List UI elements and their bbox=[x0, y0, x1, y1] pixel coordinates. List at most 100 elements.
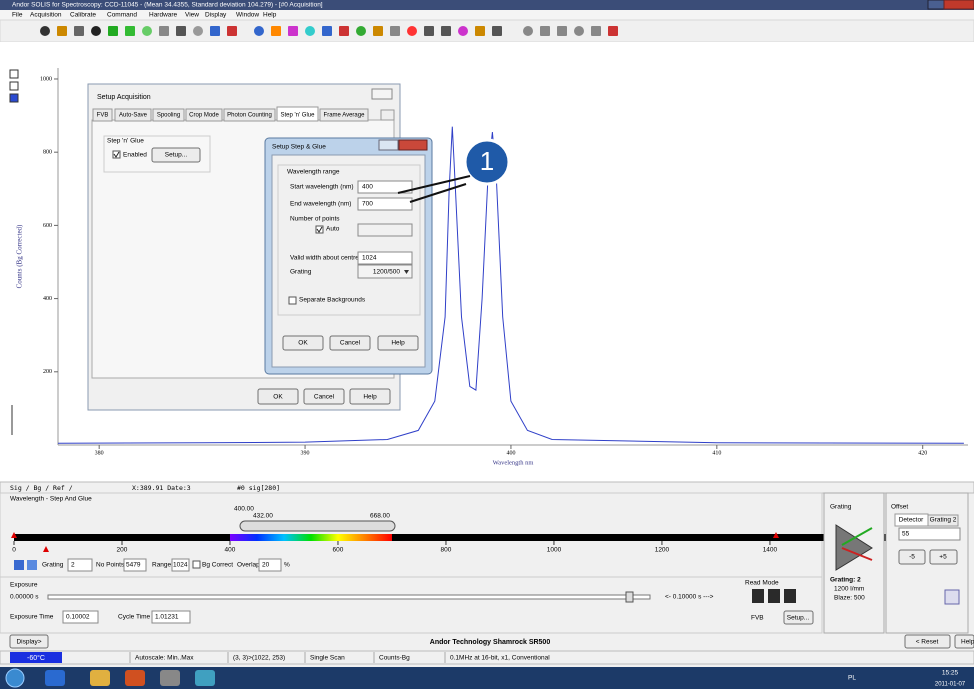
button-label[interactable]: Cancel bbox=[340, 340, 361, 347]
minimize-button[interactable] bbox=[928, 0, 944, 9]
toolbar-icon[interactable] bbox=[557, 26, 567, 36]
button-label[interactable]: Help bbox=[363, 394, 377, 401]
button-label[interactable]: Help bbox=[391, 340, 405, 347]
checkbox[interactable] bbox=[289, 297, 296, 304]
toolbar-icon[interactable] bbox=[159, 26, 169, 36]
toolbar-icon[interactable] bbox=[373, 26, 383, 36]
toolbar-icon[interactable] bbox=[523, 26, 533, 36]
toolbar-icon[interactable] bbox=[339, 26, 349, 36]
label[interactable]: -5 bbox=[909, 554, 915, 561]
toolbar-icon[interactable] bbox=[210, 26, 220, 36]
read-mode-icon[interactable] bbox=[768, 589, 780, 603]
label[interactable]: Display> bbox=[16, 639, 41, 646]
label: 15:25 bbox=[942, 670, 959, 677]
toolbar-icon[interactable] bbox=[125, 26, 135, 36]
exposure-slider[interactable] bbox=[48, 595, 650, 599]
read-mode-icon[interactable] bbox=[784, 589, 796, 603]
label: 2 bbox=[71, 562, 75, 569]
toolbar-icon[interactable] bbox=[492, 26, 502, 36]
tool-icon[interactable] bbox=[14, 560, 24, 570]
toolbar-icon[interactable] bbox=[271, 26, 281, 36]
checkbox[interactable] bbox=[193, 561, 200, 568]
label: 1024 bbox=[362, 255, 377, 262]
tab-label[interactable]: Auto-Save bbox=[119, 113, 148, 119]
taskbar-app[interactable] bbox=[160, 670, 180, 686]
ruler-label: 0 bbox=[12, 547, 16, 554]
label[interactable]: Help bbox=[961, 639, 974, 646]
toolbar-icon[interactable] bbox=[390, 26, 400, 36]
toolbar-icon[interactable] bbox=[108, 26, 118, 36]
side-icon[interactable] bbox=[10, 82, 18, 90]
close-button[interactable] bbox=[944, 0, 974, 9]
toolbar-icon[interactable] bbox=[407, 26, 417, 36]
label: #0 sig[280] bbox=[237, 484, 280, 492]
button-label[interactable]: OK bbox=[273, 394, 283, 401]
input-box[interactable] bbox=[358, 224, 412, 236]
button-label[interactable]: Setup... bbox=[165, 152, 188, 159]
label[interactable]: Grating 2 bbox=[930, 517, 957, 524]
label: Start wavelength (nm) bbox=[290, 184, 354, 191]
toolbar-icon[interactable] bbox=[475, 26, 485, 36]
tool-icon[interactable] bbox=[27, 560, 37, 570]
tab-label[interactable]: Spooling bbox=[157, 113, 180, 119]
start-button[interactable] bbox=[6, 669, 24, 687]
menu-item[interactable]: Calibrate bbox=[70, 12, 96, 19]
tab-label[interactable]: Crop Mode bbox=[189, 113, 219, 119]
tab-scroll[interactable] bbox=[381, 110, 394, 120]
side-icon[interactable] bbox=[10, 70, 18, 78]
toolbar-icon[interactable] bbox=[57, 26, 67, 36]
toolbar-icon[interactable] bbox=[193, 26, 203, 36]
toolbar-icon[interactable] bbox=[227, 26, 237, 36]
menu-item[interactable]: View bbox=[185, 12, 199, 19]
toolbar-icon[interactable] bbox=[91, 26, 101, 36]
menu-item[interactable]: Help bbox=[263, 12, 277, 19]
toolbar-icon[interactable] bbox=[305, 26, 315, 36]
menu-item[interactable]: Hardware bbox=[149, 12, 178, 19]
toolbar-icon[interactable] bbox=[142, 26, 152, 36]
label: <- 0.10000 s ---> bbox=[665, 594, 714, 601]
menu-item[interactable]: File bbox=[12, 12, 23, 19]
status-field: (3, 3)>(1022, 253) bbox=[233, 655, 285, 662]
menu-item[interactable]: Display bbox=[205, 12, 227, 19]
tab-label[interactable]: FVB bbox=[97, 113, 109, 119]
tab-label[interactable]: Step 'n' Glue bbox=[281, 113, 316, 119]
toolbar-icon[interactable] bbox=[441, 26, 451, 36]
toolbar-icon[interactable] bbox=[40, 26, 50, 36]
toolbar-icon[interactable] bbox=[74, 26, 84, 36]
tab-label[interactable]: Frame Average bbox=[324, 113, 366, 119]
menu-item[interactable]: Acquisition bbox=[30, 12, 62, 19]
toolbar-icon[interactable] bbox=[574, 26, 584, 36]
button-label[interactable]: OK bbox=[298, 340, 308, 347]
toolbar-icon[interactable] bbox=[254, 26, 264, 36]
toolbar-icon[interactable] bbox=[540, 26, 550, 36]
tool-icon[interactable] bbox=[945, 590, 959, 604]
close-button[interactable] bbox=[372, 89, 392, 99]
label[interactable]: < Reset bbox=[916, 639, 939, 646]
toolbar-icon[interactable] bbox=[591, 26, 601, 36]
menu-item[interactable]: Command bbox=[107, 12, 137, 19]
button-label[interactable]: Cancel bbox=[314, 394, 335, 401]
toolbar-icon[interactable] bbox=[322, 26, 332, 36]
toolbar-icon[interactable] bbox=[288, 26, 298, 36]
button-label[interactable]: Setup... bbox=[787, 615, 810, 622]
help-button[interactable] bbox=[379, 140, 398, 150]
taskbar-app[interactable] bbox=[90, 670, 110, 686]
toolbar-icon[interactable] bbox=[356, 26, 366, 36]
taskbar-app[interactable] bbox=[45, 670, 65, 686]
toolbar-icon[interactable] bbox=[176, 26, 186, 36]
label: X:389.91 Date:3 bbox=[132, 484, 191, 492]
taskbar-app[interactable] bbox=[195, 670, 215, 686]
x-tick-label: 410 bbox=[712, 450, 721, 456]
toolbar-icon[interactable] bbox=[608, 26, 618, 36]
toolbar-icon[interactable] bbox=[458, 26, 468, 36]
slider-thumb[interactable] bbox=[626, 592, 633, 602]
read-mode-icon[interactable] bbox=[752, 589, 764, 603]
tab-label[interactable]: Photon Counting bbox=[227, 113, 272, 119]
taskbar-app[interactable] bbox=[125, 670, 145, 686]
menu-item[interactable]: Window bbox=[236, 12, 259, 19]
label[interactable]: Detector bbox=[899, 517, 924, 524]
label[interactable]: +5 bbox=[939, 554, 947, 561]
side-icon[interactable] bbox=[10, 94, 18, 102]
close-button[interactable] bbox=[399, 140, 427, 150]
toolbar-icon[interactable] bbox=[424, 26, 434, 36]
